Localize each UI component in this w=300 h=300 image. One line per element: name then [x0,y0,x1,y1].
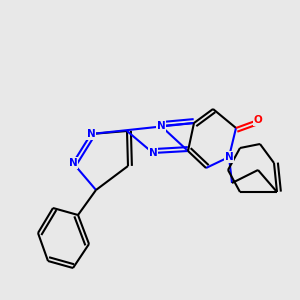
Text: N: N [225,152,233,162]
Text: N: N [87,129,95,139]
Text: N: N [69,158,77,168]
Text: O: O [254,115,262,125]
Text: N: N [148,148,158,158]
Text: N: N [157,121,165,131]
